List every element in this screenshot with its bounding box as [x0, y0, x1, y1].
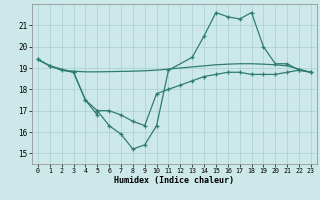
X-axis label: Humidex (Indice chaleur): Humidex (Indice chaleur): [115, 176, 234, 185]
